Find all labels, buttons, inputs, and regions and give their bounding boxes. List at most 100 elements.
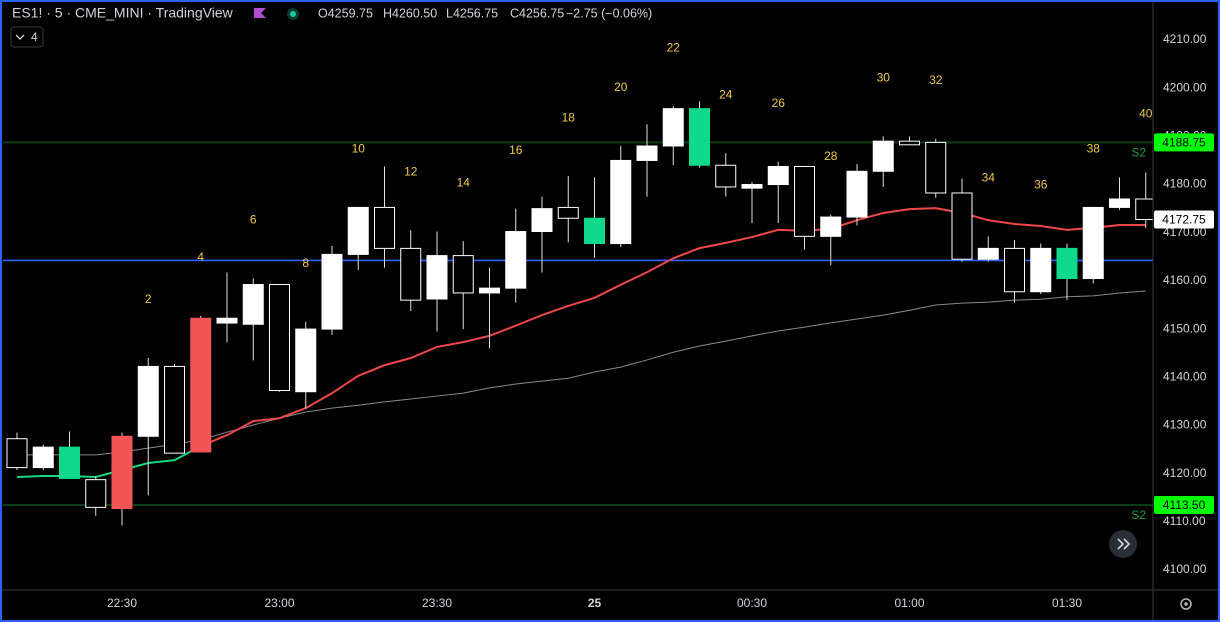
candle-body	[1135, 198, 1153, 220]
candle-body	[872, 140, 894, 172]
candle-body	[741, 184, 763, 189]
candle-body	[610, 159, 632, 245]
status-dot	[290, 11, 296, 17]
price-label-bg	[1154, 495, 1214, 514]
candle-body	[1030, 247, 1052, 293]
candle-body	[584, 217, 605, 245]
y-tick-label: 4100.00	[1163, 562, 1207, 576]
y-tick-label: 4110.00	[1163, 514, 1206, 528]
candle-body	[1082, 206, 1104, 279]
y-tick-label: 4150.00	[1163, 321, 1207, 335]
chevron[interactable]	[15, 34, 25, 40]
candle-body	[557, 206, 579, 219]
count-label: 24	[719, 87, 733, 101]
candle-body	[59, 446, 80, 479]
candle-body	[85, 479, 107, 508]
y-tick-label: 4210.00	[1163, 32, 1207, 46]
count-label: 12	[404, 164, 418, 178]
candle-body	[216, 317, 238, 324]
flag-icon[interactable]	[254, 8, 266, 18]
x-tick-label: 00:30	[737, 596, 767, 610]
count-label: 36	[1034, 178, 1048, 192]
count-label: 28	[824, 149, 838, 163]
candle-body	[531, 208, 553, 233]
count-label: 20	[614, 80, 628, 94]
price-label: 4188.75	[1162, 136, 1206, 150]
candle-body	[295, 328, 317, 393]
scroll-icon[interactable]	[1117, 538, 1131, 550]
y-tick-label: 4200.00	[1163, 80, 1207, 94]
settings-icon[interactable]	[1180, 598, 1192, 610]
candle-body	[846, 170, 868, 218]
count-label: 4	[197, 250, 204, 264]
y-tick-label: 4140.00	[1163, 369, 1207, 383]
gear[interactable]	[1184, 602, 1188, 606]
x-tick-label: 25	[588, 596, 602, 610]
candle-body	[977, 247, 999, 260]
candle-body	[820, 216, 842, 237]
candle-body	[6, 438, 28, 469]
count-label: 14	[457, 175, 471, 189]
candle-body	[505, 231, 527, 289]
symbol[interactable]: ES1! · 5 · CME_MINI · TradingView	[12, 5, 234, 21]
indicators-toggle[interactable]	[10, 26, 44, 48]
candle-body	[1056, 247, 1078, 279]
moving-average	[200, 207, 1146, 448]
candle-body	[137, 365, 159, 437]
candle-body	[951, 192, 973, 260]
candle-body	[767, 165, 789, 186]
count-label: 8	[302, 256, 309, 270]
count-label: 40	[1139, 107, 1153, 121]
count-label: 16	[509, 143, 523, 157]
x-tick-label: 01:00	[894, 596, 924, 610]
candle-body	[689, 108, 710, 166]
candle-body	[190, 317, 212, 453]
candle-body	[321, 253, 343, 330]
candle-body	[636, 145, 658, 161]
moving-average	[16, 445, 202, 479]
candle-body	[374, 206, 395, 249]
indicator-count[interactable]: 4	[31, 30, 38, 44]
candle-body	[479, 287, 500, 294]
count-label: 32	[929, 73, 943, 87]
candle-body	[32, 446, 54, 469]
line-label: S2	[1131, 146, 1146, 160]
y-tick-label: 4130.00	[1163, 418, 1207, 432]
candle-body	[111, 435, 133, 510]
ohlc-value: O4259.75	[318, 6, 373, 20]
price-label: 4172.75	[1162, 213, 1206, 227]
count-label: 26	[772, 96, 786, 110]
candle-body	[426, 255, 448, 300]
ohlc-value: −2.75 (−0.06%)	[566, 6, 652, 20]
count-label: 34	[982, 171, 996, 185]
ohlc-value: L4256.75	[446, 6, 498, 20]
count-label: 2	[145, 292, 152, 306]
y-tick-label: 4160.00	[1163, 273, 1207, 287]
x-tick-label: 22:30	[107, 596, 137, 610]
count-label: 22	[667, 40, 681, 54]
candle-body	[794, 165, 815, 237]
price-label-bg	[1154, 210, 1214, 229]
count-label: 10	[352, 142, 366, 156]
candle-body	[452, 255, 474, 294]
y-tick-label: 4180.00	[1163, 177, 1207, 191]
price-label-bg	[1154, 133, 1214, 152]
candle-body	[242, 284, 264, 325]
ohlc-value: H4260.50	[383, 6, 437, 20]
ohlc: O4259.75 H4260.50 L4256.75 C4256.75 −2.75 (−…	[318, 6, 652, 20]
count-label: 38	[1087, 142, 1101, 156]
x-tick-label: 01:30	[1052, 596, 1082, 610]
candle-body	[1109, 198, 1130, 208]
x-tick-label: 23:30	[422, 596, 452, 610]
y-tick-label: 4120.00	[1163, 466, 1207, 480]
line-label: S2	[1131, 508, 1146, 522]
candle-body	[899, 140, 920, 146]
candle-body	[662, 108, 684, 147]
gear[interactable]	[1180, 598, 1192, 610]
candle-body	[925, 141, 947, 194]
candle-body	[1004, 247, 1025, 293]
